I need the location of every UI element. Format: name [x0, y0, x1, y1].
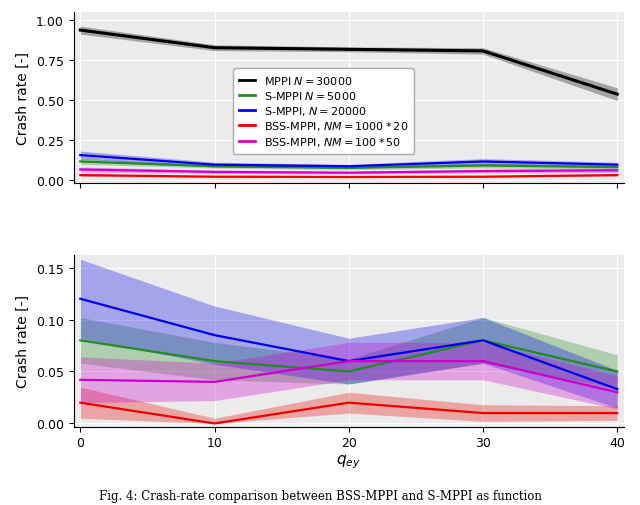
X-axis label: $q_{ey}$: $q_{ey}$ [337, 452, 361, 470]
Y-axis label: Crash rate [-]: Crash rate [-] [17, 295, 30, 387]
Y-axis label: Crash rate [-]: Crash rate [-] [17, 52, 30, 144]
Legend: MPPI $N = 30000$, S-MPPI $N = 5000$, S-MPPI, $N = 20000$, BSS-MPPI, $NM = 1000 *: MPPI $N = 30000$, S-MPPI $N = 5000$, S-M… [233, 69, 414, 155]
Text: Fig. 4: Crash-rate comparison between BSS-MPPI and S-MPPI as function: Fig. 4: Crash-rate comparison between BS… [99, 489, 541, 502]
